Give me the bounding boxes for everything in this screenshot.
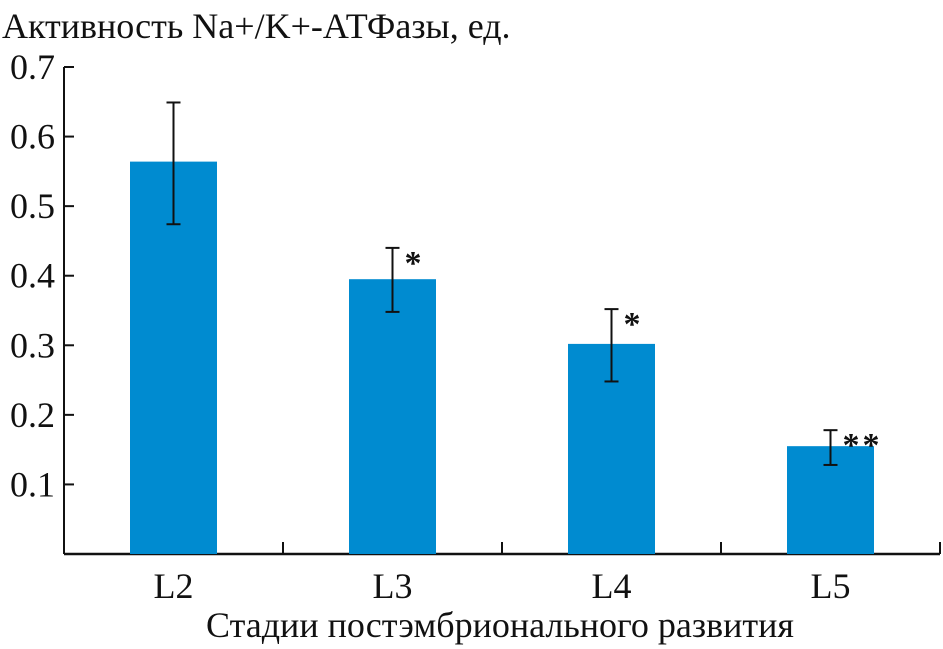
y-tick-label: 0.3 (10, 325, 55, 365)
significance-marker: * (405, 245, 425, 282)
y-axis: 0.1 0.2 0.3 0.4 0.5 0.6 0.7 (10, 47, 74, 554)
y-tick-label: 0.4 (10, 256, 55, 296)
x-tick-label: L3 (373, 566, 413, 606)
x-tick-label: L4 (592, 566, 632, 606)
y-tick-label: 0.1 (10, 464, 55, 504)
x-axis-label: Стадии постэмбрионального развития (206, 605, 794, 645)
y-tick-label: 0.6 (10, 117, 55, 157)
bar-l2 (130, 161, 217, 555)
bar-l3 (349, 279, 436, 554)
x-tick-label: L5 (811, 566, 851, 606)
y-tick-label: 0.5 (10, 186, 55, 226)
significance-marker: * (624, 306, 644, 343)
chart-title: Активность Na+/K+-АТФазы, ед. (2, 6, 511, 46)
significance-marker: ** (843, 427, 883, 464)
bars: **** (130, 101, 883, 555)
y-tick-label: 0.2 (10, 395, 55, 435)
x-tick-label: L2 (154, 566, 194, 606)
y-tick-label: 0.7 (10, 47, 55, 87)
